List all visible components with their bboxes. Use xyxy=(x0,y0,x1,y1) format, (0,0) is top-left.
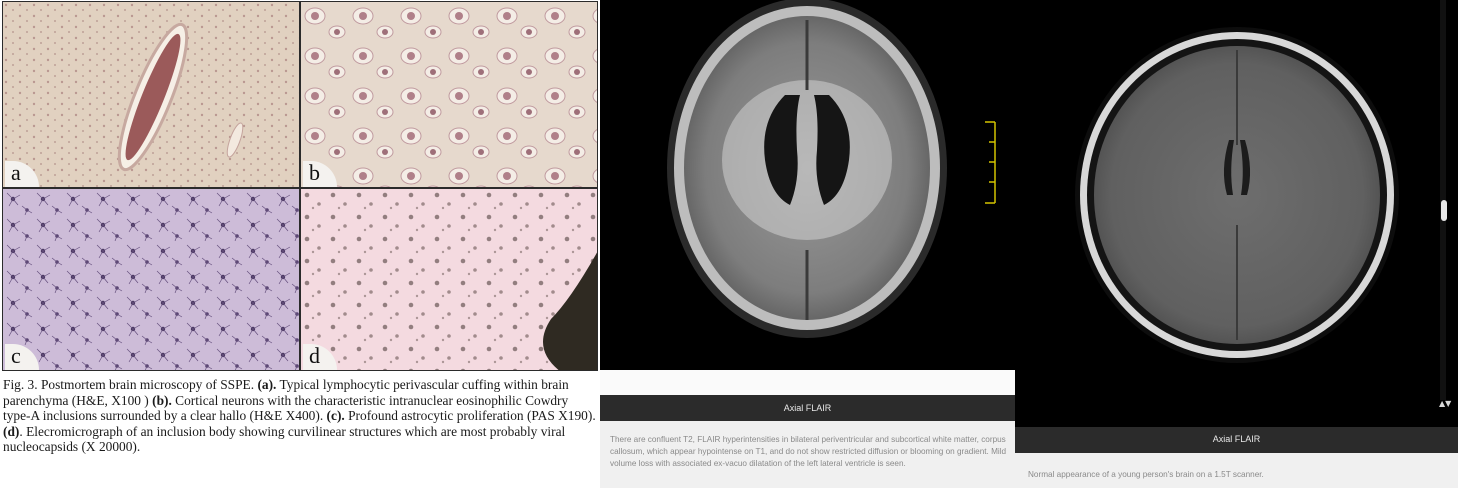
scroll-arrows-icon[interactable]: ▲▼ xyxy=(1439,399,1452,408)
caption-a-label: (a). xyxy=(257,377,277,392)
histology-figure: a b xyxy=(0,0,600,488)
caption-c-label: (c). xyxy=(326,408,345,424)
caption-c-text: Profound astrocytic proliferation (PAS X… xyxy=(344,408,596,424)
mri-description-normal: Normal appearance of a young person's br… xyxy=(1028,470,1264,479)
mri-title-abnormal: Axial FLAIR xyxy=(600,395,1015,421)
panel-b: b xyxy=(300,1,598,188)
caption-b-text: Cortical neurons with the characteristic… xyxy=(3,392,569,424)
panel-c-micrograph xyxy=(3,189,299,370)
panel-b-micrograph xyxy=(301,2,597,187)
caption-d-text: . Elecromicrograph of an inclusion body … xyxy=(3,423,566,455)
brain-scan-normal xyxy=(1075,27,1399,363)
panel-a: a xyxy=(2,1,300,188)
mri-card-abnormal: Axial FLAIR There are confluent T2, FLAI… xyxy=(600,0,1015,488)
mri-card-normal: Axial FLAIR Normal appearance of a young… xyxy=(1015,0,1458,488)
caption-b-label: (b). xyxy=(152,392,172,408)
mri-title-normal: Axial FLAIR xyxy=(1015,427,1458,453)
scrollbar-thumb[interactable] xyxy=(1441,200,1447,221)
caption-intro: Fig. 3. Postmortem brain microscopy of S… xyxy=(3,377,258,392)
panel-d: d xyxy=(300,188,598,371)
figure-caption: Fig. 3. Postmortem brain microscopy of S… xyxy=(3,377,597,455)
panel-c: c xyxy=(2,188,300,371)
scale-ruler xyxy=(985,121,996,204)
mri-description-abnormal: There are confluent T2, FLAIR hyperinten… xyxy=(610,435,1007,468)
mri-image-abnormal[interactable] xyxy=(600,0,1015,370)
caption-a-text: Typical lymphocytic perivascular cuffing… xyxy=(3,377,569,408)
mri-spacer-strip xyxy=(600,370,1015,395)
mri-image-normal[interactable] xyxy=(1015,0,1458,427)
brain-scan-abnormal xyxy=(667,0,996,338)
panel-d-micrograph xyxy=(301,189,597,370)
panel-a-micrograph xyxy=(3,2,299,187)
caption-d-label: (d) xyxy=(3,423,20,439)
